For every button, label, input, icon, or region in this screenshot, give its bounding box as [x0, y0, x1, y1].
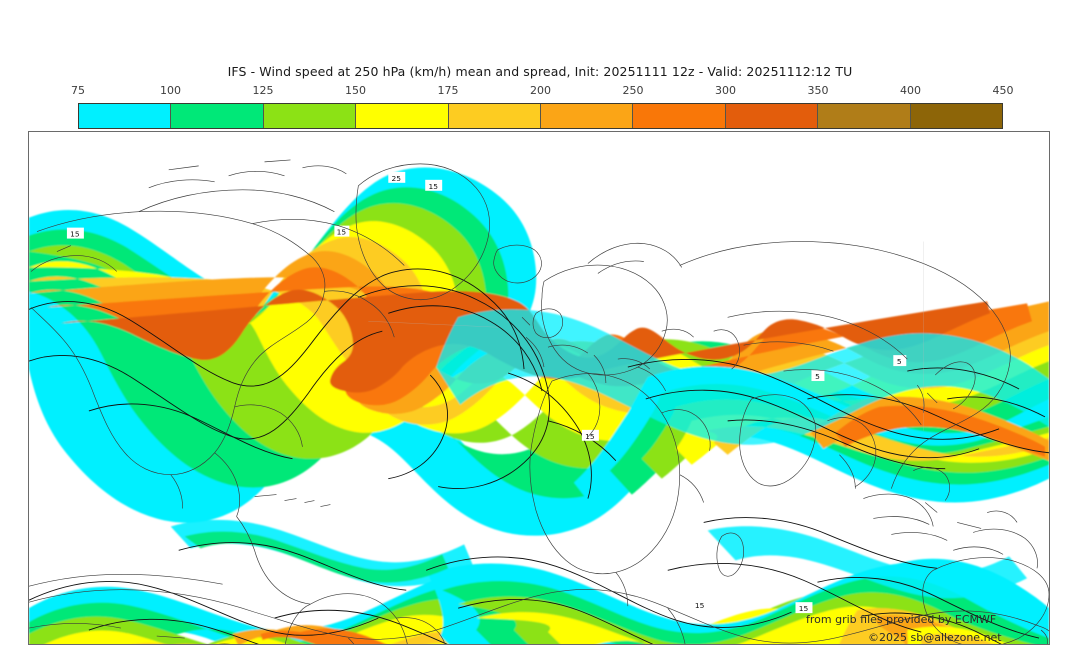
- svg-text:25: 25: [392, 174, 402, 183]
- colorbar-bin: [79, 104, 172, 128]
- colorbar-tick: 450: [992, 84, 1014, 97]
- colorbar-tick: 125: [252, 84, 274, 97]
- svg-text:5: 5: [815, 372, 820, 381]
- svg-text:15: 15: [337, 228, 347, 237]
- colorbar-bin: [448, 104, 542, 128]
- colorbar-tick: 75: [71, 84, 85, 97]
- colorbar-tick: 200: [530, 84, 551, 97]
- world-wind-map: 25 15 15 15 15: [29, 159, 1049, 644]
- colorbar-bin: [633, 104, 726, 128]
- svg-text:15: 15: [799, 604, 809, 613]
- colorbar-bin: [171, 104, 264, 128]
- colorbar-strip: [78, 103, 1003, 129]
- contour-value-labels: 25 15 15 15 15: [66, 171, 907, 613]
- map-canvas[interactable]: 25 15 15 15 15: [28, 131, 1050, 645]
- colorbar-tick: 175: [437, 84, 459, 97]
- colorbar-tick: 400: [900, 84, 921, 97]
- coastlines: [29, 159, 1049, 644]
- svg-text:15: 15: [695, 601, 705, 610]
- colorbar-tick: 250: [622, 84, 644, 97]
- svg-text:15: 15: [585, 432, 595, 441]
- wind-speed-bands: [29, 167, 1049, 644]
- colorbar: [78, 103, 1003, 129]
- colorbar-tick: 300: [715, 84, 736, 97]
- svg-text:5: 5: [897, 357, 902, 366]
- spread-contours: [29, 268, 1049, 644]
- colorbar-bin: [356, 104, 449, 128]
- colorbar-bin: [541, 104, 634, 128]
- colorbar-tick-labels: 75 100 125 150 175 200 250 300 350 400 450: [71, 84, 1014, 99]
- page-title: IFS - Wind speed at 250 hPa (km/h) mean …: [227, 64, 853, 79]
- colorbar-bin: [263, 104, 357, 128]
- graticule: [368, 241, 924, 431]
- svg-text:15: 15: [428, 182, 438, 191]
- colorbar-bin: [910, 104, 1003, 128]
- svg-text:15: 15: [70, 230, 80, 239]
- colorbar-tick: 350: [807, 84, 829, 97]
- colorbar-tick: 100: [160, 84, 181, 97]
- colorbar-tick: 150: [345, 84, 366, 97]
- colorbar-bin: [725, 104, 819, 128]
- colorbar-bin: [818, 104, 911, 128]
